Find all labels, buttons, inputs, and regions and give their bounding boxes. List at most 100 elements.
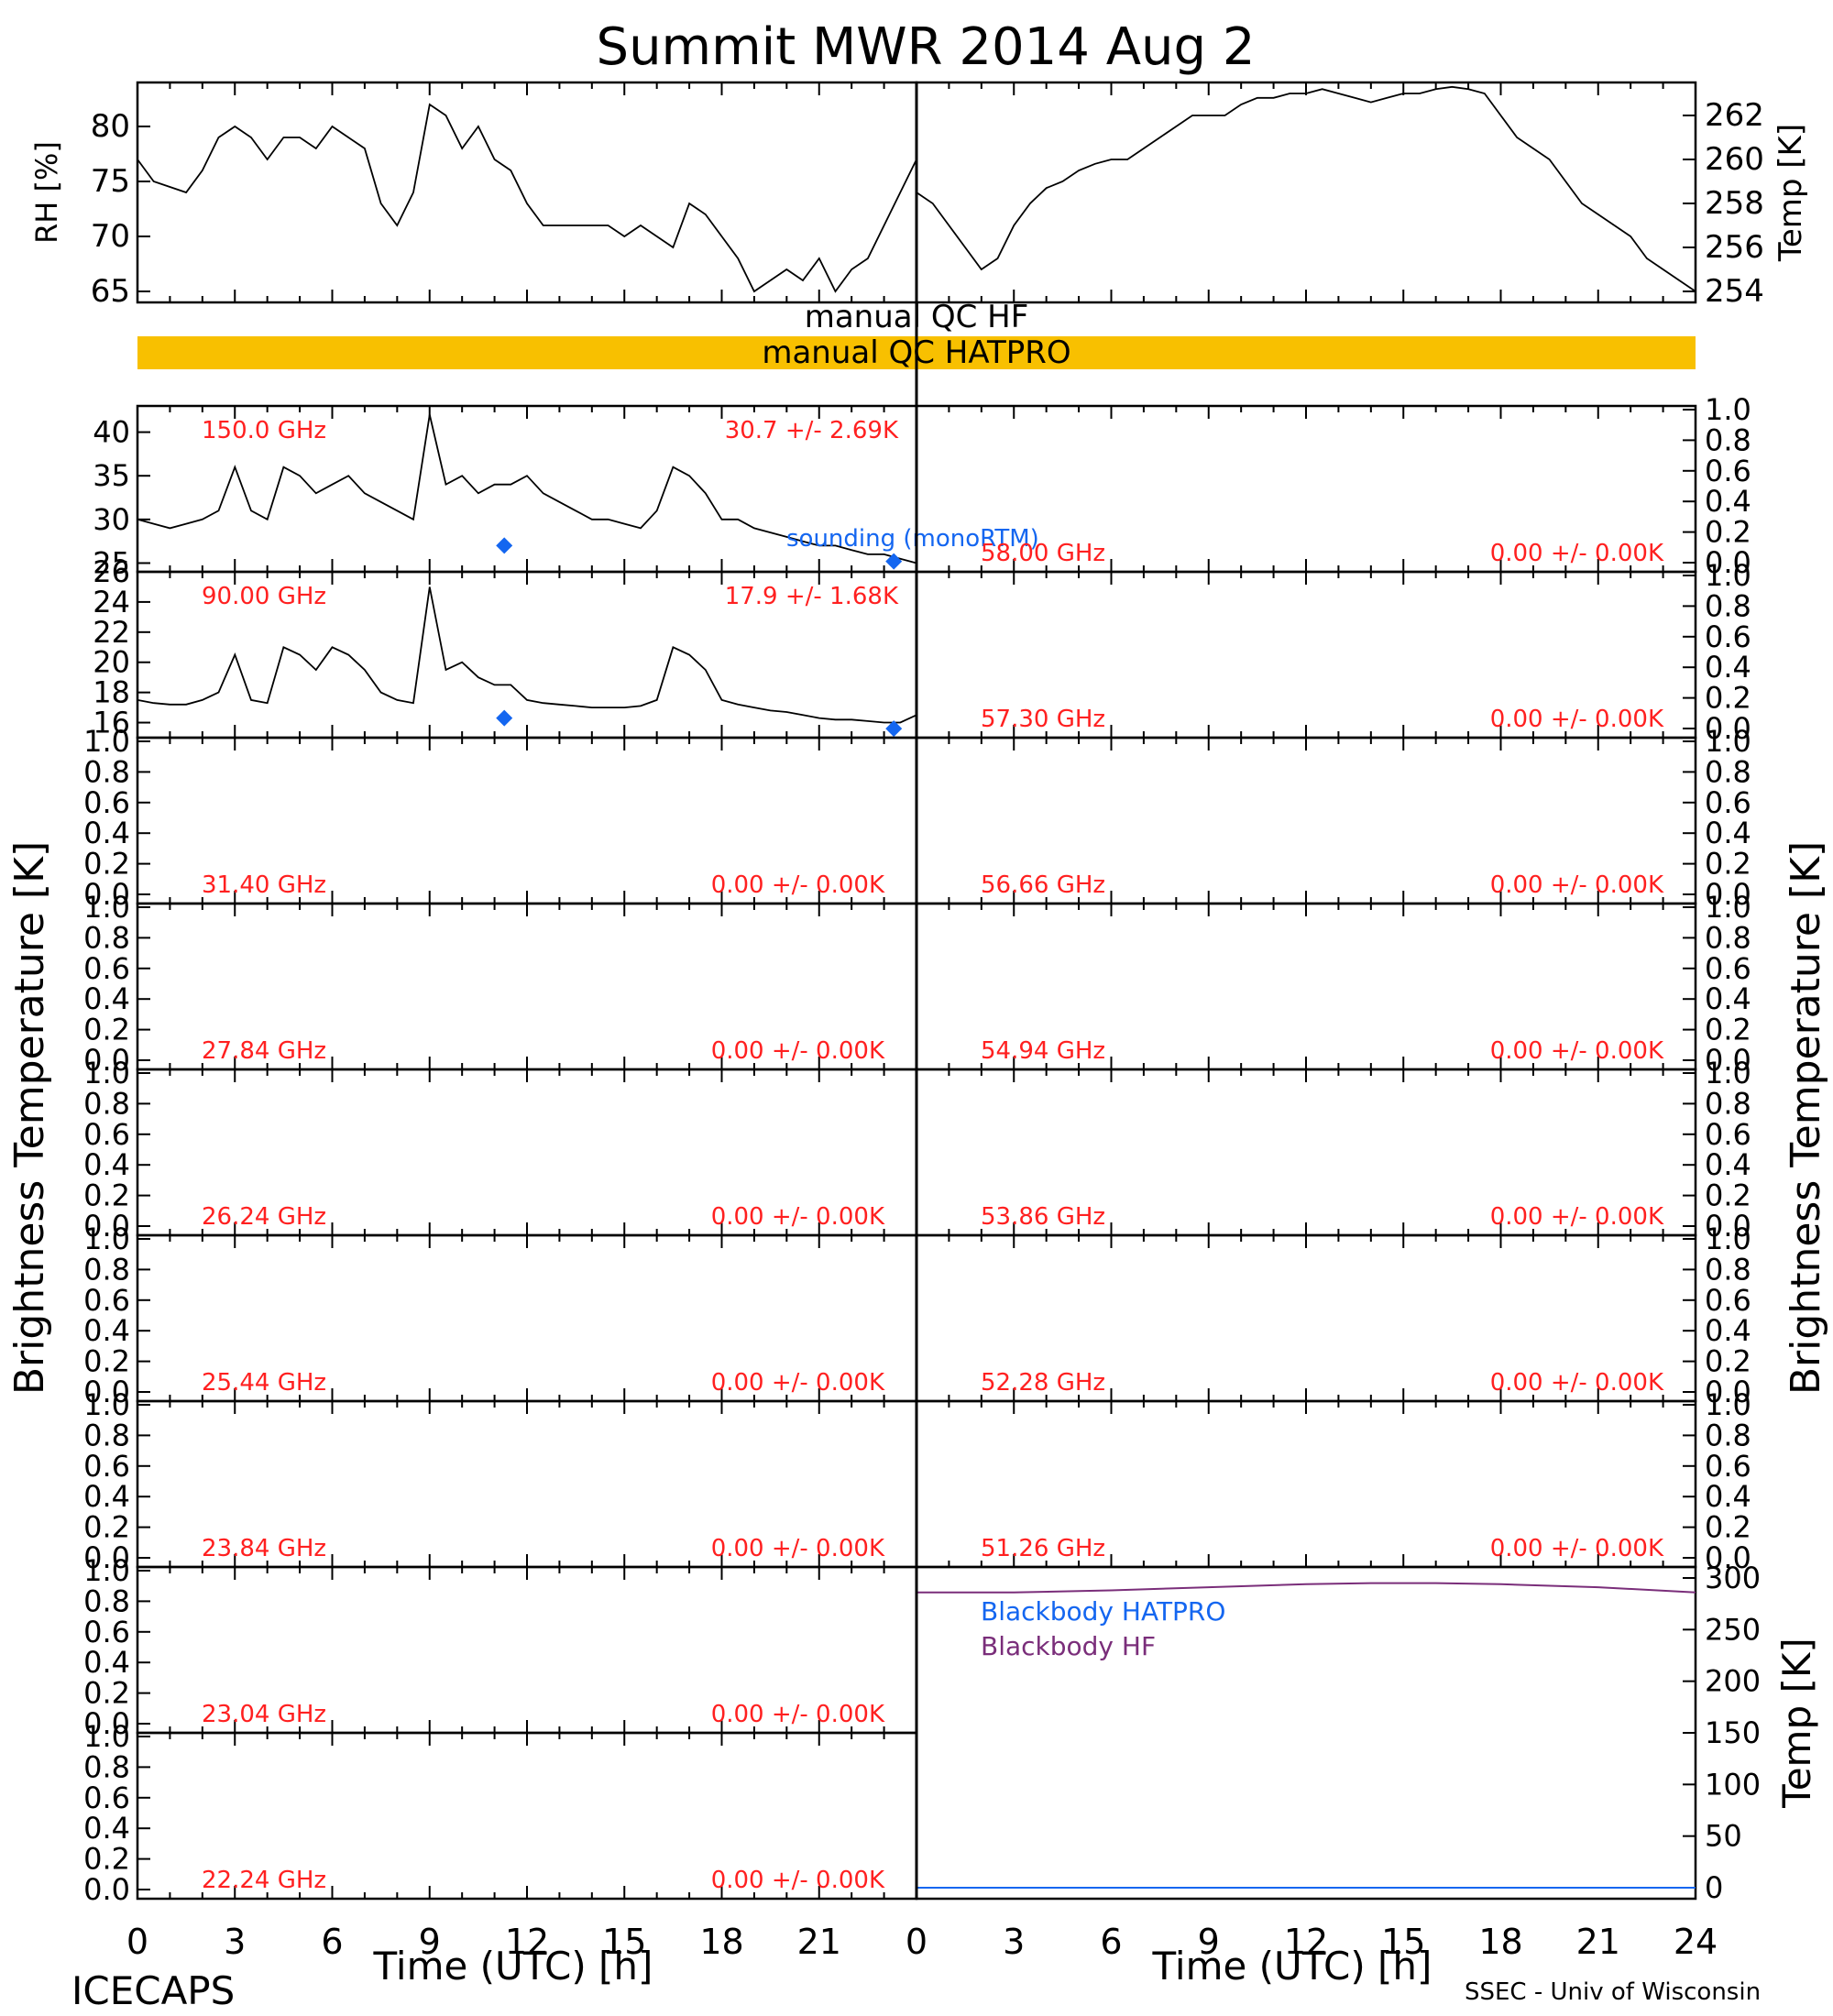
tb90-freq-label: 90.00 GHz <box>202 583 326 610</box>
right-panel-1-ytick-label: 0.4 <box>1705 650 1751 685</box>
left-panel-3-ytick-label: 0.6 <box>83 951 130 986</box>
left-panel-4-ytick-label: 0.4 <box>83 1147 130 1182</box>
blackbody-hf-line <box>916 1582 1696 1594</box>
left-panel-1-ytick-label: 20 <box>93 645 130 680</box>
right-panel-4-ytick-label: 0.6 <box>1705 1117 1751 1152</box>
rh-panel-ytick-label: 75 <box>91 163 130 200</box>
left-panel-7-ytick-label: 0.6 <box>83 1615 130 1649</box>
left-panel-8-ytick-label: 0.2 <box>83 1842 130 1877</box>
right-x-tick-label: 15 <box>1381 1922 1425 1962</box>
left-panel-6-ytick-label: 0.6 <box>83 1449 130 1484</box>
right-panel-4-ytick-label: 0.8 <box>1705 1086 1751 1121</box>
right-panel-6-ytick-label: 0.4 <box>1705 1479 1751 1514</box>
right-x-tick-label: 24 <box>1674 1922 1718 1962</box>
right-panel-4-ytick-label: 0.2 <box>1705 1178 1751 1213</box>
left-panel-7-ytick-label: 0.0 <box>83 1706 130 1741</box>
right-panel-6-ytick-label: 0.0 <box>1705 1540 1751 1575</box>
right-panel-freq-label: 58.00 GHz <box>981 540 1105 567</box>
sounding-point <box>885 720 903 738</box>
right-panel-5-ytick-label: 0.8 <box>1705 1252 1751 1287</box>
sounding-point <box>496 709 513 727</box>
footer-right: SSEC - Univ of Wisconsin <box>1465 1978 1761 2006</box>
right-panel-stat-label: 0.00 +/- 0.00K <box>1490 1203 1664 1231</box>
left-panel-4-ytick-label: 0.8 <box>83 1086 130 1121</box>
right-panel-stat-label: 0.00 +/- 0.00K <box>1490 706 1664 733</box>
sounding-point <box>496 537 513 554</box>
right-panel-2-ytick-label: 0.8 <box>1705 754 1751 789</box>
left-panel-1-ytick-label: 24 <box>93 585 130 619</box>
right-panel-6-ytick-label: 0.8 <box>1705 1418 1751 1452</box>
right-panel-2-ytick-label: 0.4 <box>1705 816 1751 850</box>
rh-panel-ytick-label: 80 <box>91 108 130 145</box>
right-x-tick-label: 6 <box>1100 1922 1122 1962</box>
right-panel-freq-label: 56.66 GHz <box>981 871 1105 899</box>
right-panel-0-ytick-label: 0.8 <box>1705 422 1751 457</box>
left-panel-6-ytick-label: 0.2 <box>83 1510 130 1545</box>
left-panel-3-ytick-label: 0.8 <box>83 920 130 955</box>
left-x-tick-label: 6 <box>321 1922 343 1962</box>
left-panel-1-ytick-label: 18 <box>93 675 130 710</box>
left-x-tick-label: 9 <box>419 1922 441 1962</box>
left-panel-freq-label: 23.84 GHz <box>202 1535 326 1562</box>
right-panel-0-ytick-label: 0.4 <box>1705 484 1751 519</box>
right-panel-freq-label: 51.26 GHz <box>981 1535 1105 1562</box>
right-panel-freq-label: 53.86 GHz <box>981 1203 1105 1231</box>
left-x-tick-label: 18 <box>699 1922 743 1962</box>
right-x-tick-label: 12 <box>1284 1922 1328 1962</box>
left-panel-2-ytick-label: 0.4 <box>83 816 130 850</box>
right-panel-2-ytick-label: 0.2 <box>1705 847 1751 882</box>
left-x-tick-label: 15 <box>602 1922 646 1962</box>
left-panel-5-ytick-label: 0.8 <box>83 1252 130 1287</box>
left-panel-8-ytick-label: 0.4 <box>83 1811 130 1846</box>
footer-left: ICECAPS <box>71 1968 235 2013</box>
sounding-label: sounding (monoRTM) <box>786 525 1039 553</box>
left-panel-freq-label: 27.84 GHz <box>202 1037 326 1065</box>
tb90-series-line <box>137 586 917 724</box>
left-x-tick-label: 21 <box>797 1922 841 1962</box>
left-x-tick-label: 0 <box>126 1922 148 1962</box>
left-panel-stat-label: 0.00 +/- 0.00K <box>711 1867 885 1894</box>
chart-title: Summit MWR 2014 Aug 2 <box>597 17 1256 77</box>
blackbody-panel-ytick-label: 0 <box>1705 1870 1723 1905</box>
right-panel-stat-label: 0.00 +/- 0.00K <box>1490 540 1664 567</box>
right-panel-1-ytick-label: 0.8 <box>1705 588 1751 623</box>
right-panel-stat-label: 0.00 +/- 0.00K <box>1490 1037 1664 1065</box>
blackbody-panel-ytick-label: 250 <box>1705 1612 1761 1647</box>
left-panel-0-ytick-label: 25 <box>93 545 130 580</box>
right-panel-0-ytick-label: 1.0 <box>1705 392 1751 427</box>
right-panel-3-ytick-label: 1.0 <box>1705 890 1751 925</box>
left-panel-2-ytick-label: 0.0 <box>83 877 130 912</box>
rh-axis-label: RH [%] <box>29 141 64 244</box>
right-x-tick-label: 3 <box>1003 1922 1025 1962</box>
left-panel-freq-label: 22.24 GHz <box>202 1867 326 1894</box>
left-panel-stat-label: 0.00 +/- 0.00K <box>711 1535 885 1562</box>
tb150-stat-label: 30.7 +/- 2.69K <box>725 417 899 444</box>
right-panel-0-ytick-label: 0.6 <box>1705 454 1751 488</box>
left-panel-stat-label: 0.00 +/- 0.00K <box>711 1701 885 1728</box>
right-panel-2-ytick-label: 1.0 <box>1705 724 1751 759</box>
right-panel-4-ytick-label: 0.4 <box>1705 1147 1751 1182</box>
left-panel-5-ytick-label: 0.2 <box>83 1344 130 1379</box>
right-panel-5-ytick-label: 1.0 <box>1705 1222 1751 1256</box>
left-panel-freq-label: 23.04 GHz <box>202 1701 326 1728</box>
right-panel-stat-label: 0.00 +/- 0.00K <box>1490 1535 1664 1562</box>
blackbody-panel-ytick-label: 50 <box>1705 1819 1742 1854</box>
left-panel-2-ytick-label: 0.6 <box>83 785 130 820</box>
right-panel-5-ytick-label: 0.2 <box>1705 1344 1751 1379</box>
left-panel-3-ytick-label: 1.0 <box>83 890 130 925</box>
left-panel-1-ytick-label: 22 <box>93 615 130 650</box>
right-panel-freq-label: 54.94 GHz <box>981 1037 1105 1065</box>
left-panel-freq-label: 25.44 GHz <box>202 1369 326 1397</box>
right-x-tick-label: 0 <box>906 1922 927 1962</box>
left-panel-stat-label: 0.00 +/- 0.00K <box>711 1369 885 1397</box>
right-panel-1-ytick-label: 0.2 <box>1705 681 1751 716</box>
left-panel-0-ytick-label: 30 <box>93 502 130 537</box>
tb150-series-line <box>137 414 917 564</box>
right-x-axis-title: Time (UTC) [h] <box>1152 1944 1432 1989</box>
left-y-axis-title: Brightness Temperature [K] <box>6 841 53 1395</box>
left-panel-7-ytick-label: 0.2 <box>83 1676 130 1711</box>
left-panel-4-ytick-label: 0.0 <box>83 1209 130 1244</box>
left-panel-5-ytick-label: 0.4 <box>83 1313 130 1348</box>
temp-series-line <box>916 85 1696 292</box>
right-panel-5-ytick-label: 0.6 <box>1705 1283 1751 1318</box>
